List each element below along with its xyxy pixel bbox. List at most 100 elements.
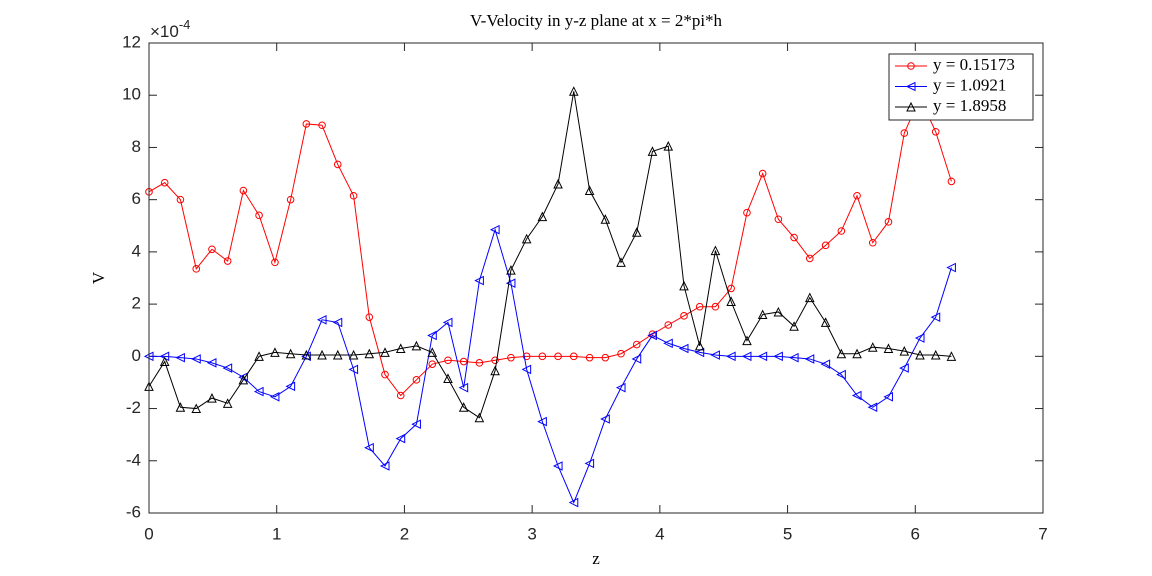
marker	[883, 391, 893, 402]
marker	[631, 354, 642, 364]
marker	[301, 349, 312, 360]
marker	[332, 349, 343, 360]
marker	[758, 169, 767, 178]
marker	[836, 369, 846, 380]
y-tick-label: 12	[122, 32, 141, 51]
marker	[365, 313, 374, 321]
marker	[804, 354, 815, 364]
marker	[788, 352, 799, 363]
marker	[239, 186, 248, 195]
marker	[255, 211, 263, 220]
marker	[301, 351, 311, 362]
marker	[851, 390, 862, 401]
marker	[191, 403, 202, 414]
x-axis-label: z	[592, 549, 600, 568]
marker	[837, 227, 846, 235]
marker	[773, 351, 783, 362]
marker	[647, 330, 657, 341]
marker	[884, 218, 893, 226]
marker	[505, 278, 516, 289]
legend-label: y = 1.8958	[933, 96, 1006, 115]
marker	[379, 461, 390, 471]
marker	[568, 497, 579, 508]
marker	[663, 338, 673, 349]
marker	[867, 402, 878, 413]
marker	[915, 349, 925, 360]
marker	[664, 321, 673, 329]
series-line	[149, 227, 952, 504]
marker	[663, 141, 674, 151]
marker	[569, 352, 578, 361]
marker	[442, 317, 453, 328]
legend-marker	[906, 101, 916, 112]
marker	[757, 309, 768, 320]
marker	[773, 306, 784, 317]
marker	[459, 357, 468, 366]
marker	[899, 345, 910, 356]
y-tick-label: -4	[126, 450, 141, 469]
marker	[444, 356, 452, 365]
marker	[727, 284, 735, 293]
marker	[222, 398, 233, 408]
marker	[411, 340, 422, 351]
marker	[270, 347, 280, 357]
marker	[694, 347, 705, 358]
marker	[207, 392, 217, 403]
marker	[269, 391, 280, 402]
marker	[726, 351, 736, 362]
x-tick-label: 7	[1038, 524, 1047, 543]
x-tick-label: 5	[783, 524, 792, 543]
marker	[490, 365, 500, 376]
marker	[868, 238, 877, 247]
marker	[222, 363, 233, 373]
marker	[458, 402, 469, 412]
marker	[931, 127, 940, 136]
marker	[743, 208, 751, 217]
marker	[507, 353, 515, 362]
marker	[694, 340, 705, 351]
y-tick-label: 4	[132, 241, 141, 260]
x-tick-label: 6	[911, 524, 920, 543]
y-axis-label: V	[89, 271, 108, 284]
marker	[428, 360, 437, 368]
marker	[552, 461, 563, 471]
marker	[349, 191, 358, 200]
marker	[900, 129, 909, 137]
marker	[710, 350, 720, 360]
marker	[678, 343, 689, 354]
marker	[412, 376, 421, 384]
x-tick-label: 1	[272, 524, 281, 543]
x-tick-label: 3	[527, 524, 536, 543]
marker	[741, 351, 752, 362]
marker	[333, 160, 342, 169]
marker	[521, 233, 532, 244]
y-tick-label: 8	[132, 137, 141, 156]
marker	[396, 391, 405, 400]
marker	[821, 241, 830, 250]
marker	[914, 333, 925, 343]
marker	[647, 146, 658, 156]
marker	[867, 342, 878, 352]
marker	[191, 354, 201, 364]
y-exponent-base: ×10	[150, 22, 179, 41]
marker	[316, 314, 327, 325]
marker	[192, 265, 201, 273]
x-tick-label: 2	[400, 524, 409, 543]
marker	[302, 120, 311, 128]
marker	[600, 414, 610, 424]
marker	[395, 433, 406, 444]
marker	[726, 296, 736, 306]
marker	[506, 265, 516, 275]
y-tick-label: 0	[132, 346, 141, 365]
marker	[584, 185, 595, 196]
marker	[553, 178, 563, 189]
y-tick-label: 2	[132, 294, 141, 313]
marker	[568, 86, 579, 96]
marker	[395, 343, 406, 353]
marker	[711, 302, 720, 311]
legend-label: y = 1.0921	[933, 75, 1006, 94]
marker	[332, 317, 343, 328]
y-exponent: ×10-4	[150, 17, 190, 41]
marker	[537, 416, 547, 427]
